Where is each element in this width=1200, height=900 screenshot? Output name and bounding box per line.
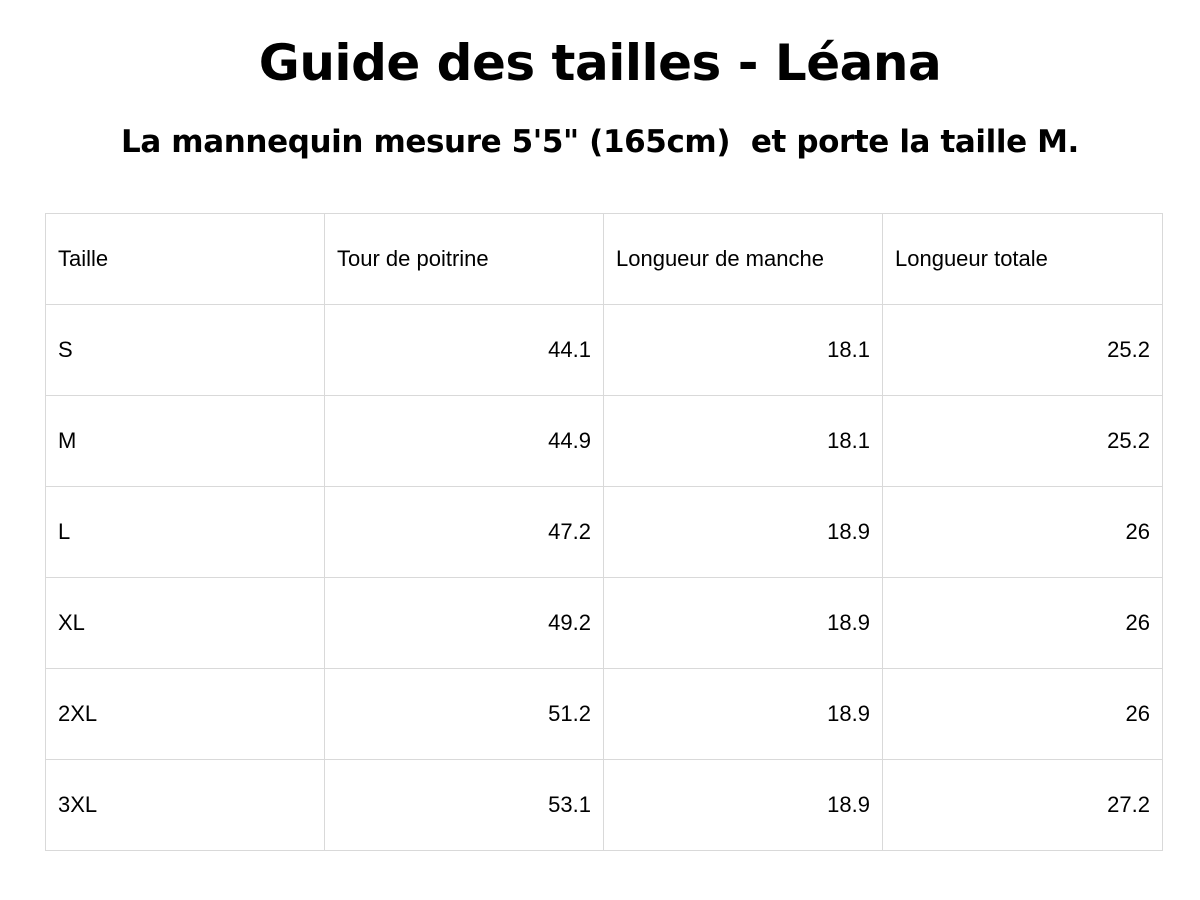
header-cell-longueur-de-manche: Longueur de manche [603,213,883,305]
total-length-cell: 26 [882,486,1163,578]
size-cell: L [45,486,325,578]
size-cell: XL [45,577,325,669]
total-length-cell: 26 [882,668,1163,760]
table-row: 3XL 53.1 18.9 27.2 [45,759,1163,851]
chest-cell: 47.2 [324,486,604,578]
sleeve-length-cell: 18.1 [603,304,883,396]
sleeve-length-cell: 18.1 [603,395,883,487]
size-cell: M [45,395,325,487]
header-cell-taille: Taille [45,213,325,305]
header-cell-tour-de-poitrine: Tour de poitrine [324,213,604,305]
page-title: Guide des tailles - Léana [258,34,942,92]
header-cell-longueur-totale: Longueur totale [882,213,1163,305]
table-row: S 44.1 18.1 25.2 [45,304,1163,396]
size-table: Taille Tour de poitrine Longueur de manc… [45,213,1163,851]
chest-cell: 53.1 [324,759,604,851]
sleeve-length-cell: 18.9 [603,577,883,669]
table-header-row: Taille Tour de poitrine Longueur de manc… [45,213,1163,305]
chest-cell: 44.1 [324,304,604,396]
sleeve-length-cell: 18.9 [603,759,883,851]
table-row: L 47.2 18.9 26 [45,486,1163,578]
page-subtitle: La mannequin mesure 5'5" (165cm) et port… [121,124,1079,160]
table-row: M 44.9 18.1 25.2 [45,395,1163,487]
sleeve-length-cell: 18.9 [603,668,883,760]
chest-cell: 51.2 [324,668,604,760]
size-cell: 3XL [45,759,325,851]
table-row: XL 49.2 18.9 26 [45,577,1163,669]
table-row: 2XL 51.2 18.9 26 [45,668,1163,760]
chest-cell: 44.9 [324,395,604,487]
size-cell: S [45,304,325,396]
size-cell: 2XL [45,668,325,760]
total-length-cell: 25.2 [882,304,1163,396]
total-length-cell: 25.2 [882,395,1163,487]
chest-cell: 49.2 [324,577,604,669]
sleeve-length-cell: 18.9 [603,486,883,578]
total-length-cell: 26 [882,577,1163,669]
total-length-cell: 27.2 [882,759,1163,851]
